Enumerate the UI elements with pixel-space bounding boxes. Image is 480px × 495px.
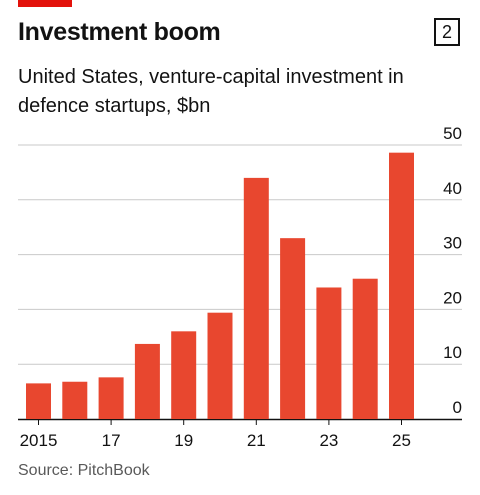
accent-bar [18,0,72,7]
chart-number-badge: 2 [434,18,460,46]
y-tick-label: 20 [443,288,462,307]
bar-2018 [134,343,160,419]
bar-2017 [98,377,124,419]
bar-2023 [316,287,342,419]
bar-chart: 0 10 20 30 40 50 2015 17 19 21 23 25 [18,124,462,450]
bar-2015 [26,383,51,419]
y-tick-label: 50 [443,124,462,143]
y-tick-labels: 0 10 20 30 40 50 [443,124,462,417]
y-tick-label: 40 [443,179,462,198]
x-tick-label: 25 [392,431,411,450]
x-tick-labels: 2015 17 19 21 23 25 [20,419,411,450]
source-note: Source: PitchBook [18,462,150,479]
bars [26,152,414,419]
bar-2020 [207,312,233,419]
x-tick-label: 17 [102,431,121,450]
x-tick-label: 23 [319,431,338,450]
x-tick-label: 19 [174,431,193,450]
bar-2021 [243,177,269,419]
y-tick-label: 0 [453,398,462,417]
bar-2019 [171,331,197,419]
gridlines [18,144,462,421]
bar-2022 [280,238,306,419]
y-tick-label: 30 [443,234,462,253]
chart-title: Investment boom [18,18,221,46]
bar-2025 [389,152,414,419]
chart-subtitle: United States, venture-capital investmen… [18,66,404,117]
bar-2024 [352,278,378,419]
y-tick-label: 10 [443,343,462,362]
bar-2016 [62,381,88,419]
x-tick-label: 21 [247,431,266,450]
x-tick-label: 2015 [20,431,58,450]
